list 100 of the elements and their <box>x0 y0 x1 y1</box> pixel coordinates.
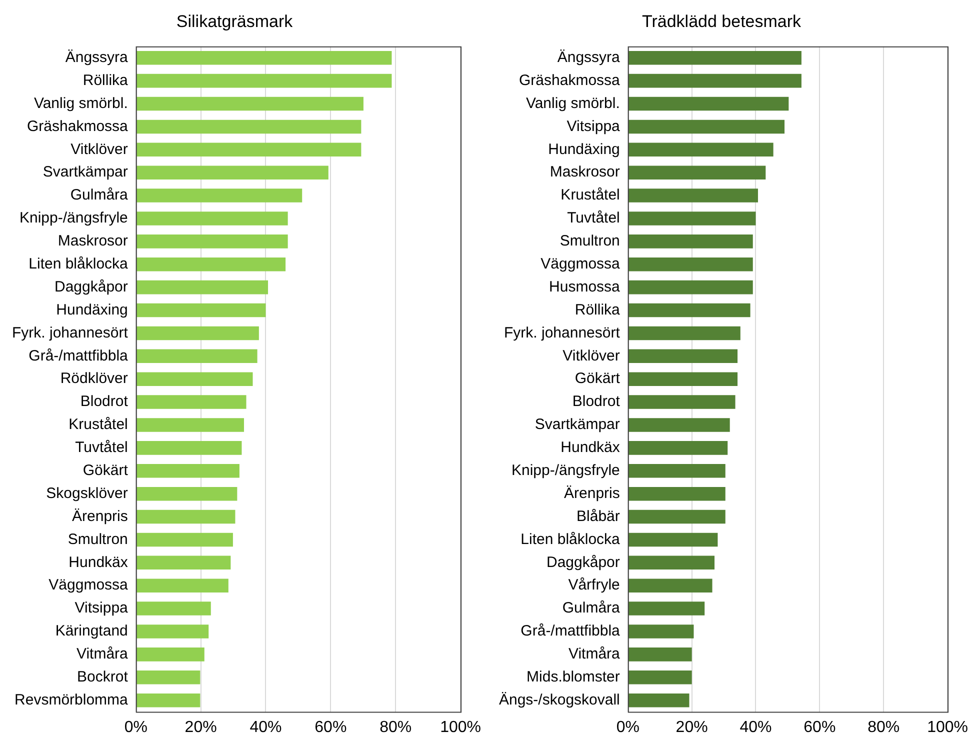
bar <box>136 326 259 340</box>
y-tick-label: Vitmåra <box>76 646 129 663</box>
y-tick-label: Gräshakmossa <box>519 72 621 89</box>
y-tick-label: Maskrosor <box>58 232 128 250</box>
x-tick-label: 80% <box>380 718 412 736</box>
bar <box>628 372 738 386</box>
bar <box>628 464 726 478</box>
y-tick-label: Husmossa <box>549 278 621 296</box>
bar <box>628 670 692 684</box>
bar <box>136 257 286 272</box>
y-tick-label: Maskrosor <box>550 164 620 181</box>
y-tick-label: Väggmossa <box>48 576 129 594</box>
y-tick-label: Vitklöver <box>70 140 128 158</box>
y-tick-label: Väggmossa <box>540 256 621 273</box>
y-tick-label: Liten blåklocka <box>28 256 129 273</box>
y-tick-label: Knipp-/ängsfryle <box>19 210 128 227</box>
y-tick-label: Smultron <box>560 232 620 250</box>
bar <box>136 418 244 432</box>
y-tick-label: Blåbär <box>576 508 620 525</box>
y-tick-label: Gulmåra <box>70 186 129 204</box>
bar <box>136 166 328 180</box>
x-tick-label: 100% <box>440 718 481 736</box>
bar <box>136 464 240 478</box>
y-tick-label: Gräshakmossa <box>27 118 129 135</box>
y-tick-label: Svartkämpar <box>534 416 620 434</box>
bar <box>136 556 231 570</box>
y-tick-label: Kruståtel <box>68 416 128 434</box>
y-tick-label: Ängssyra <box>557 49 621 66</box>
x-tick-label: 80% <box>868 718 900 736</box>
x-tick-label: 100% <box>927 718 968 736</box>
y-tick-label: Hundäxing <box>548 140 620 158</box>
y-tick-label: Tuvtåtel <box>567 210 620 227</box>
y-tick-label: Hundkäx <box>560 439 620 456</box>
chart-title: Silikatgräsmark <box>176 12 294 31</box>
bar <box>628 74 802 88</box>
bar <box>628 166 766 180</box>
y-tick-label: Blodrot <box>80 393 129 410</box>
chart-title: Trädklädd betesmark <box>642 12 802 31</box>
y-tick-label: Röllika <box>82 72 129 89</box>
y-tick-label: Mids.blomster <box>526 668 620 686</box>
y-tick-label: Grå-/mattfibbla <box>28 347 129 364</box>
bar <box>628 556 715 570</box>
bar <box>136 349 258 364</box>
y-tick-label: Vitsippa <box>74 600 129 617</box>
bar <box>136 142 362 157</box>
bar <box>136 532 233 547</box>
bar <box>136 578 228 592</box>
y-tick-label: Ängssyra <box>65 49 129 66</box>
y-tick-label: Gökärt <box>82 462 129 480</box>
bar <box>628 532 718 547</box>
bar <box>136 74 392 88</box>
y-tick-label: Vitsippa <box>566 118 621 135</box>
x-tick-label: 20% <box>184 718 217 736</box>
bar <box>628 212 756 226</box>
bar <box>136 372 253 386</box>
y-tick-label: Kruståtel <box>560 186 620 204</box>
bar <box>628 648 692 662</box>
y-tick-label: Röllika <box>574 301 621 318</box>
bar <box>628 188 758 202</box>
bar <box>136 486 238 501</box>
x-tick-label: 60% <box>314 718 347 736</box>
y-tick-label: Ärenpris <box>564 484 620 502</box>
bar <box>628 142 774 157</box>
y-tick-label: Bockrot <box>77 668 129 686</box>
y-tick-label: Tuvtåtel <box>75 439 128 456</box>
bar <box>136 670 200 684</box>
y-tick-label: Fyrk. johannesört <box>12 324 129 342</box>
bar <box>628 326 740 340</box>
y-tick-label: Vitmåra <box>568 646 621 663</box>
y-tick-label: Vanlig smörbl. <box>526 94 620 112</box>
y-tick-label: Revsmörblomma <box>14 691 129 708</box>
bar <box>136 234 288 248</box>
bar <box>628 693 690 708</box>
y-tick-label: Vanlig smörbl. <box>34 94 128 112</box>
bar <box>628 486 726 501</box>
bar <box>136 212 288 226</box>
bar <box>628 395 736 409</box>
bar <box>628 510 726 524</box>
bar <box>628 50 802 65</box>
y-tick-label: Daggkåpor <box>546 554 620 571</box>
bar <box>628 234 753 248</box>
bar <box>628 624 694 638</box>
bar <box>628 578 712 592</box>
y-tick-label: Knipp-/ängsfryle <box>511 462 620 480</box>
bar <box>628 349 738 364</box>
x-tick-label: 0% <box>124 718 148 736</box>
y-tick-label: Smultron <box>68 530 128 548</box>
bar <box>136 96 364 111</box>
bar <box>136 50 392 65</box>
x-tick-label: 0% <box>616 718 640 736</box>
bar <box>136 188 302 202</box>
y-tick-label: Fyrk. johannesört <box>504 324 621 342</box>
bar <box>628 280 753 294</box>
y-tick-label: Käringtand <box>55 622 128 640</box>
bar <box>136 602 211 616</box>
bar <box>136 120 362 134</box>
x-tick-label: 40% <box>740 718 772 736</box>
bar <box>628 441 728 455</box>
bar <box>628 120 785 134</box>
bar <box>628 418 730 432</box>
